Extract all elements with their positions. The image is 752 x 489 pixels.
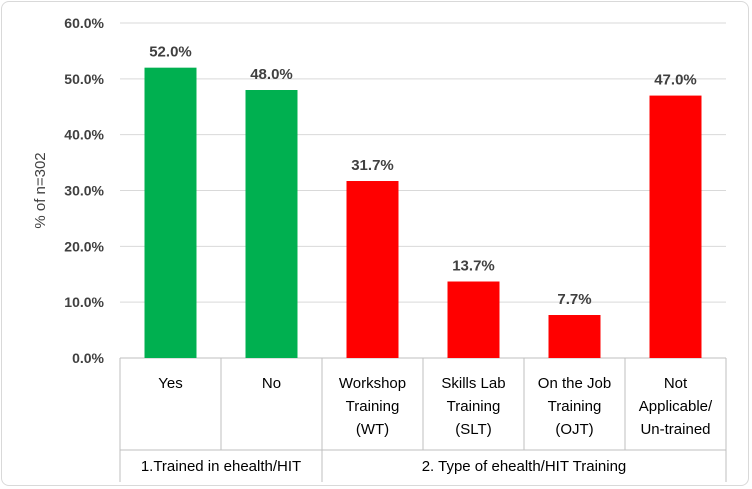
group-label: 1.Trained in ehealth/HIT (141, 458, 301, 475)
category-label: Training (447, 398, 501, 415)
category-label: (WT) (356, 421, 389, 438)
category-label: (OJT) (555, 421, 593, 438)
data-label: 13.7% (452, 258, 495, 275)
category-label: Skills Lab (441, 375, 505, 392)
category-label: Un-trained (640, 421, 710, 438)
category-label: Workshop (339, 375, 406, 392)
y-tick-label: 50.0% (64, 71, 104, 87)
bar (144, 67, 197, 359)
y-tick-label: 10.0% (64, 294, 104, 310)
y-axis-label: % of n=302 (32, 152, 49, 228)
category-label: On the Job (538, 375, 611, 392)
bar (649, 95, 702, 358)
bar (245, 90, 298, 358)
category-label: (SLT) (455, 421, 491, 438)
y-tick-label: 0.0% (72, 350, 104, 366)
category-label: No (262, 375, 281, 392)
category-label: Not (664, 375, 688, 392)
group-label: 2. Type of ehealth/HIT Training (422, 458, 627, 475)
category-label: Applicable/ (639, 398, 713, 415)
bar (447, 281, 500, 358)
data-label: 48.0% (250, 66, 293, 83)
data-label: 52.0% (149, 44, 192, 61)
category-label: Training (548, 398, 602, 415)
data-label: 7.7% (557, 291, 591, 308)
y-tick-label: 60.0% (64, 15, 104, 31)
data-label: 31.7% (351, 157, 394, 174)
category-label: Training (346, 398, 400, 415)
y-tick-label: 30.0% (64, 183, 104, 199)
category-label: Yes (158, 375, 182, 392)
bar (346, 181, 399, 358)
y-tick-label: 40.0% (64, 127, 104, 143)
data-label: 47.0% (654, 72, 697, 89)
bar (548, 315, 601, 358)
y-tick-label: 20.0% (64, 238, 104, 254)
